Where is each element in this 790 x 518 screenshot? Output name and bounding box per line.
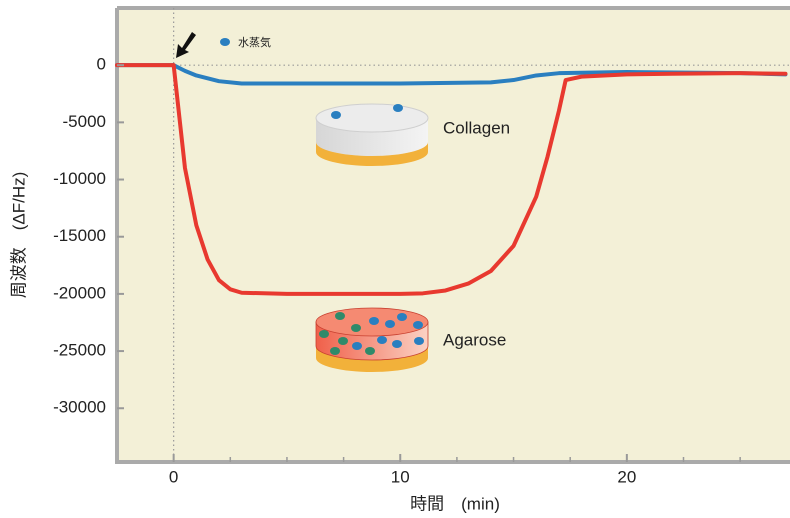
y-tick-label: -20000: [53, 283, 106, 302]
arrow: [176, 32, 196, 58]
series-line: [115, 63, 788, 86]
y-tick-label: -10000: [53, 169, 106, 188]
x-tick-label: 10: [391, 467, 410, 486]
x-axis-title: 時間 (min): [410, 494, 500, 513]
collagen-illustration: [315, 103, 429, 166]
x-tick-label: 0: [169, 467, 178, 486]
annotation: 水蒸気: [238, 35, 271, 49]
y-tick-label: -15000: [53, 226, 106, 245]
series-label: Collagen: [443, 118, 510, 137]
y-tick-label: -5000: [63, 112, 106, 131]
plot-background: [117, 8, 790, 462]
y-tick-label: 0: [97, 55, 106, 74]
legend-dot: [220, 38, 230, 46]
series-line: [115, 63, 788, 296]
x-tick-label: 20: [617, 467, 636, 486]
plot-frame: [115, 6, 790, 464]
y-tick-label: -30000: [53, 398, 106, 417]
y-axis-title: 周波数 (ΔF/Hz): [9, 172, 28, 299]
series-label: Agarose: [443, 330, 506, 349]
y-tick-label: -25000: [53, 341, 106, 360]
agarose-illustration: [315, 307, 429, 372]
